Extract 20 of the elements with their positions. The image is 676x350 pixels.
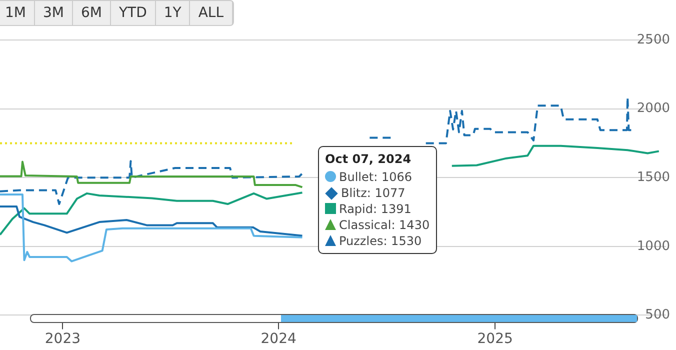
annotation: Bullet: 1066 [339,170,412,184]
y-tick-label: 500 [645,308,670,323]
x-tick-label: 2025 [477,331,513,348]
text: 6M [73,1,111,25]
annotation: Puzzles: 1530 [339,234,422,248]
y-tick-label: 1000 [636,238,670,254]
text: 1M [0,1,35,25]
text: 1Y [156,1,190,25]
y-tick-label: 2000 [636,101,670,116]
annotation: Blitz: 1077 [341,186,406,200]
annotation: Oct 07, 2024 [325,151,412,167]
annotation: Rapid: 1391 [339,202,412,216]
x-tick-label: 2024 [260,331,296,348]
text: YTD [111,1,156,25]
x-tick-label: 2023 [44,331,81,348]
y-tick-label: 2500 [636,32,670,48]
y-tick-label: 1500 [636,170,670,185]
text: ALL [190,1,233,25]
annotation: Classical: 1430 [339,218,430,232]
text: 3M [35,1,73,25]
